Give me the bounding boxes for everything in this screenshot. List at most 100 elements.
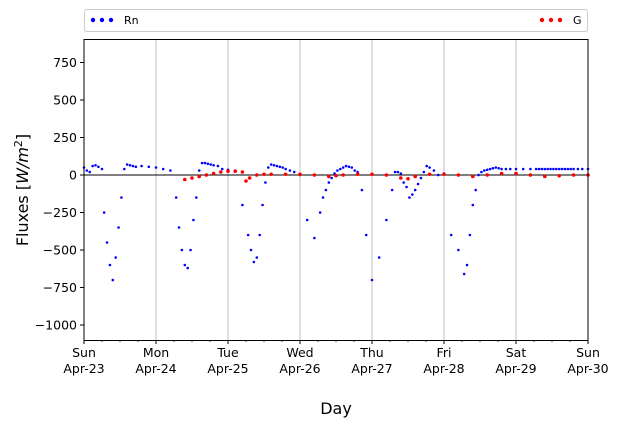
data-point-g bbox=[334, 173, 338, 178]
data-point-rn bbox=[275, 164, 279, 168]
data-point-rn bbox=[111, 278, 115, 282]
x-tick-label-day: Sat bbox=[506, 345, 527, 360]
data-point-rn bbox=[177, 226, 181, 229]
data-point-rn bbox=[521, 167, 525, 171]
data-point-rn bbox=[197, 169, 201, 172]
data-point-rn bbox=[114, 256, 117, 259]
data-point-rn bbox=[267, 166, 270, 169]
data-point-rn bbox=[125, 163, 129, 166]
data-point-rn bbox=[241, 203, 244, 207]
data-point-g bbox=[254, 173, 259, 177]
data-point-g bbox=[219, 170, 223, 174]
data-point-rn bbox=[370, 278, 374, 282]
data-point-rn bbox=[249, 248, 253, 252]
data-point-rn bbox=[183, 263, 187, 267]
data-point-g bbox=[211, 171, 216, 176]
data-point-rn bbox=[436, 173, 440, 177]
data-point-rn bbox=[546, 167, 549, 171]
data-point-rn bbox=[154, 166, 158, 169]
data-point-rn bbox=[494, 166, 498, 169]
legend-label-rn: Rn bbox=[124, 14, 139, 27]
x-tick-label-day: Mon bbox=[143, 345, 169, 360]
x-tick-label-date: Apr-26 bbox=[279, 361, 320, 376]
data-point-rn bbox=[399, 172, 403, 175]
data-point-rn bbox=[318, 211, 322, 214]
data-point-rn bbox=[174, 196, 178, 199]
data-point-g bbox=[240, 170, 245, 174]
x-tick-label-date: Apr-27 bbox=[351, 361, 392, 376]
data-point-rn bbox=[462, 272, 466, 276]
data-point-rn bbox=[360, 188, 364, 192]
data-point-rn bbox=[364, 233, 368, 237]
data-point-g bbox=[298, 172, 302, 177]
data-point-g bbox=[485, 173, 490, 177]
data-point-rn bbox=[336, 169, 339, 172]
x-tick-label-date: Apr-23 bbox=[63, 361, 104, 376]
y-tick-label: 500 bbox=[53, 93, 77, 108]
data-point-g bbox=[244, 179, 248, 183]
data-point-rn bbox=[327, 181, 331, 184]
data-point-rn bbox=[537, 167, 541, 171]
data-point-rn bbox=[393, 170, 397, 174]
legend-item-g: G bbox=[539, 14, 582, 27]
data-point-rn bbox=[339, 167, 342, 171]
x-tick-label-day: Fri bbox=[437, 345, 452, 360]
data-point-g bbox=[327, 174, 331, 179]
data-point-rn bbox=[350, 166, 354, 169]
data-point-g bbox=[233, 169, 237, 174]
data-point-g bbox=[312, 173, 317, 177]
data-point-rn bbox=[278, 165, 282, 169]
data-point-rn bbox=[200, 161, 204, 165]
data-point-g bbox=[413, 174, 418, 179]
data-point-g bbox=[269, 172, 274, 177]
legend-marker-g bbox=[557, 17, 563, 23]
data-point-rn bbox=[344, 164, 348, 168]
x-tick-label-date: Apr-29 bbox=[495, 361, 536, 376]
data-point-rn bbox=[405, 185, 408, 189]
data-point-rn bbox=[566, 167, 570, 171]
data-point-rn bbox=[477, 173, 480, 177]
legend-item-rn: Rn bbox=[90, 14, 139, 27]
y-tick-label: −750 bbox=[43, 280, 77, 295]
data-point-rn bbox=[422, 170, 426, 174]
data-point-g bbox=[499, 171, 504, 176]
data-point-rn bbox=[212, 163, 215, 167]
data-point-g bbox=[384, 173, 389, 177]
data-point-g bbox=[247, 176, 252, 180]
data-point-rn bbox=[195, 196, 198, 199]
data-point-rn bbox=[269, 163, 273, 166]
data-point-g bbox=[190, 176, 194, 180]
data-point-rn bbox=[220, 167, 224, 171]
x-tick-label-day: Wed bbox=[286, 345, 313, 360]
data-point-rn bbox=[216, 164, 220, 168]
data-point-rn bbox=[324, 188, 328, 192]
data-point-rn bbox=[500, 167, 503, 171]
data-point-rn bbox=[471, 203, 475, 207]
legend-marker-g bbox=[539, 17, 545, 23]
data-point-rn bbox=[497, 166, 501, 170]
data-point-rn bbox=[258, 233, 261, 237]
data-point-rn bbox=[102, 211, 106, 214]
data-point-rn bbox=[206, 162, 210, 166]
data-point-rn bbox=[100, 167, 104, 171]
x-tick-label-date: Apr-25 bbox=[207, 361, 248, 376]
data-point-rn bbox=[488, 167, 492, 171]
data-point-rn bbox=[465, 263, 469, 267]
data-point-rn bbox=[428, 166, 431, 169]
data-point-rn bbox=[353, 169, 357, 172]
legend-marker-rn bbox=[99, 17, 105, 23]
x-axis-title: Day bbox=[320, 399, 352, 418]
x-tick-label-day: Thu bbox=[359, 345, 383, 360]
data-point-rn bbox=[474, 188, 477, 192]
y-axis-title-var2: m bbox=[13, 147, 32, 163]
data-point-rn bbox=[457, 248, 460, 252]
legend-frame bbox=[84, 9, 588, 32]
legend: Rn G bbox=[84, 9, 588, 32]
data-point-rn bbox=[255, 256, 259, 259]
x-tick-label-date: Apr-24 bbox=[135, 361, 176, 376]
series-layer bbox=[82, 161, 590, 282]
legend-label-g: G bbox=[573, 14, 582, 27]
y-axis-title-var: W bbox=[13, 167, 32, 184]
data-point-rn bbox=[169, 169, 172, 172]
